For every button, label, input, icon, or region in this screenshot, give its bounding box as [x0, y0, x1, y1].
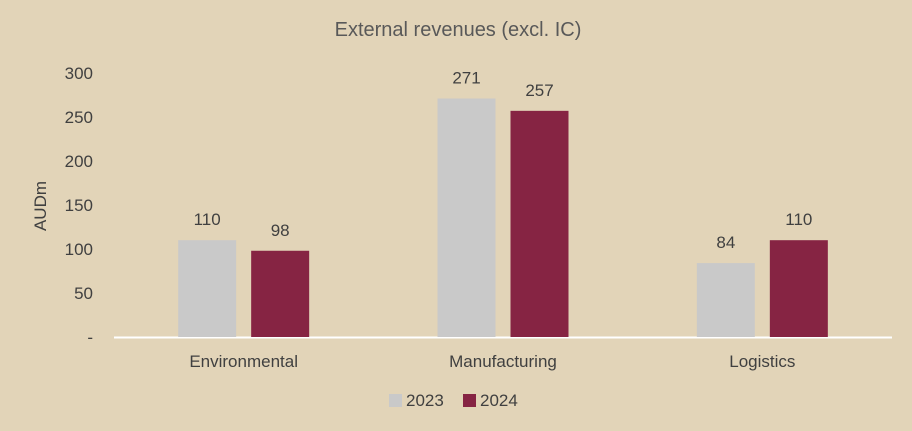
- y-tick-label: 150: [65, 196, 93, 215]
- bar-2024-manufacturing: [510, 110, 569, 337]
- y-axis-label: AUDm: [31, 181, 50, 231]
- y-tick-label: -: [87, 328, 93, 347]
- legend-label: 2023: [406, 391, 444, 410]
- data-label: 98: [271, 221, 290, 240]
- legend-swatch-2024: [463, 394, 476, 407]
- x-category-label: Environmental: [189, 352, 298, 371]
- y-tick-label: 200: [65, 152, 93, 171]
- bar-2023-environmental: [178, 240, 237, 337]
- data-label: 110: [194, 210, 221, 229]
- legend-swatch-2023: [389, 394, 402, 407]
- legend-label: 2024: [480, 391, 518, 410]
- bar-2024-environmental: [251, 250, 310, 337]
- x-category-label: Manufacturing: [449, 352, 557, 371]
- bar-2023-manufacturing: [437, 98, 496, 338]
- data-label: 271: [452, 69, 480, 88]
- y-tick-label: 50: [74, 284, 93, 303]
- x-category-label: Logistics: [729, 352, 795, 371]
- chart-title: External revenues (excl. IC): [335, 19, 582, 41]
- legend: 2023 2024: [389, 391, 518, 410]
- data-label: 110: [785, 210, 812, 229]
- y-tick-label: 250: [65, 108, 93, 127]
- data-label: 84: [716, 233, 735, 252]
- bar-2023-logistics: [696, 263, 755, 337]
- plot-area: - 50 100 150 200 250 300 110 98 Environmental 271 2…: [65, 64, 892, 371]
- y-tick-label: 100: [65, 240, 93, 259]
- data-label: 257: [525, 81, 553, 100]
- y-tick-label: 300: [65, 64, 93, 83]
- bar-2024-logistics: [769, 240, 828, 337]
